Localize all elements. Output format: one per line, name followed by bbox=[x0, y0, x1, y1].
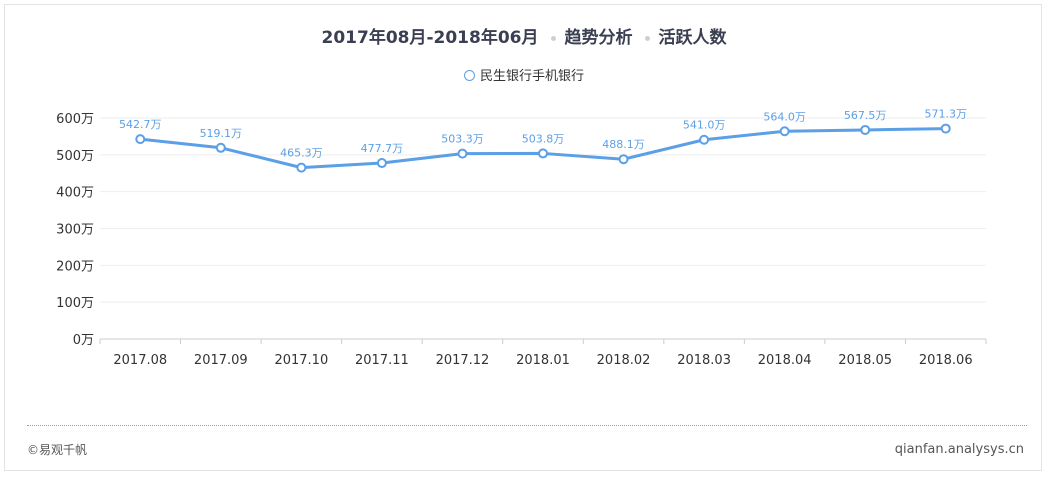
data-point bbox=[376, 158, 387, 169]
y-tick-label: 300万 bbox=[56, 223, 94, 238]
data-point bbox=[860, 124, 871, 135]
data-label: 477.7万 bbox=[361, 142, 404, 155]
x-tick-label: 2018.05 bbox=[838, 353, 892, 368]
data-label: 503.3万 bbox=[441, 133, 484, 146]
legend-circle-icon bbox=[463, 70, 475, 81]
title-section: 趋势分析 bbox=[564, 28, 633, 48]
x-tick-label: 2017.12 bbox=[436, 353, 490, 368]
title-period: 2017年08月-2018年06月 bbox=[321, 28, 539, 48]
x-tick-label: 2017.10 bbox=[274, 353, 328, 368]
data-label: 571.3万 bbox=[924, 108, 967, 121]
chart-legend[interactable]: 民生银行手机银行 bbox=[5, 65, 1043, 84]
y-tick-label: 600万 bbox=[56, 112, 94, 127]
data-point bbox=[618, 154, 629, 165]
data-point bbox=[699, 134, 710, 145]
data-label: 564.0万 bbox=[763, 110, 806, 123]
legend-label: 民生银行手机银行 bbox=[479, 69, 584, 84]
x-tick-label: 2018.06 bbox=[919, 353, 973, 368]
data-label: 541.0万 bbox=[683, 119, 726, 132]
title-separator-dot bbox=[644, 35, 650, 41]
title-metric: 活跃人数 bbox=[658, 28, 727, 48]
x-tick-label: 2017.08 bbox=[113, 353, 167, 368]
x-tick-label: 2018.03 bbox=[677, 353, 731, 368]
y-tick-label: 500万 bbox=[56, 149, 94, 164]
chart-panel: 2017年08月-2018年06月 趋势分析 活跃人数 民生银行手机银行 0万 100… bbox=[4, 4, 1042, 471]
footer-divider bbox=[27, 425, 1027, 426]
x-tick-label: 2017.11 bbox=[355, 353, 409, 368]
x-tick-label: 2018.04 bbox=[758, 353, 812, 368]
data-label: 519.1万 bbox=[200, 127, 243, 140]
data-point bbox=[940, 123, 951, 134]
x-tick-label: 2018.02 bbox=[597, 353, 651, 368]
data-point bbox=[779, 126, 790, 137]
x-tick-label: 2018.01 bbox=[516, 353, 570, 368]
y-tick-label: 0万 bbox=[73, 333, 94, 348]
data-point bbox=[457, 148, 468, 159]
data-label: 465.3万 bbox=[280, 147, 323, 160]
data-label: 503.8万 bbox=[522, 132, 565, 145]
y-tick-label: 400万 bbox=[56, 186, 94, 201]
y-tick-label: 100万 bbox=[56, 296, 94, 311]
data-point bbox=[215, 142, 226, 153]
site-url: qianfan.analysys.cn bbox=[894, 442, 1024, 457]
title-separator-dot bbox=[550, 35, 556, 41]
data-point bbox=[135, 134, 146, 145]
x-tick-label: 2017.09 bbox=[194, 353, 248, 368]
y-tick-label: 200万 bbox=[56, 259, 94, 274]
copyright-text: ©易观千帆 bbox=[27, 443, 88, 457]
data-point bbox=[538, 148, 548, 159]
chart-title: 2017年08月-2018年06月 趋势分析 活跃人数 bbox=[5, 23, 1043, 48]
data-point bbox=[296, 162, 307, 173]
data-label: 488.1万 bbox=[602, 138, 645, 151]
data-label: 567.5万 bbox=[844, 109, 887, 122]
line-chart: 0万 100万 200万 300万 400万 500万 600万 2017.08 2017.09… bbox=[56, 108, 987, 368]
data-label: 542.7万 bbox=[119, 118, 162, 131]
